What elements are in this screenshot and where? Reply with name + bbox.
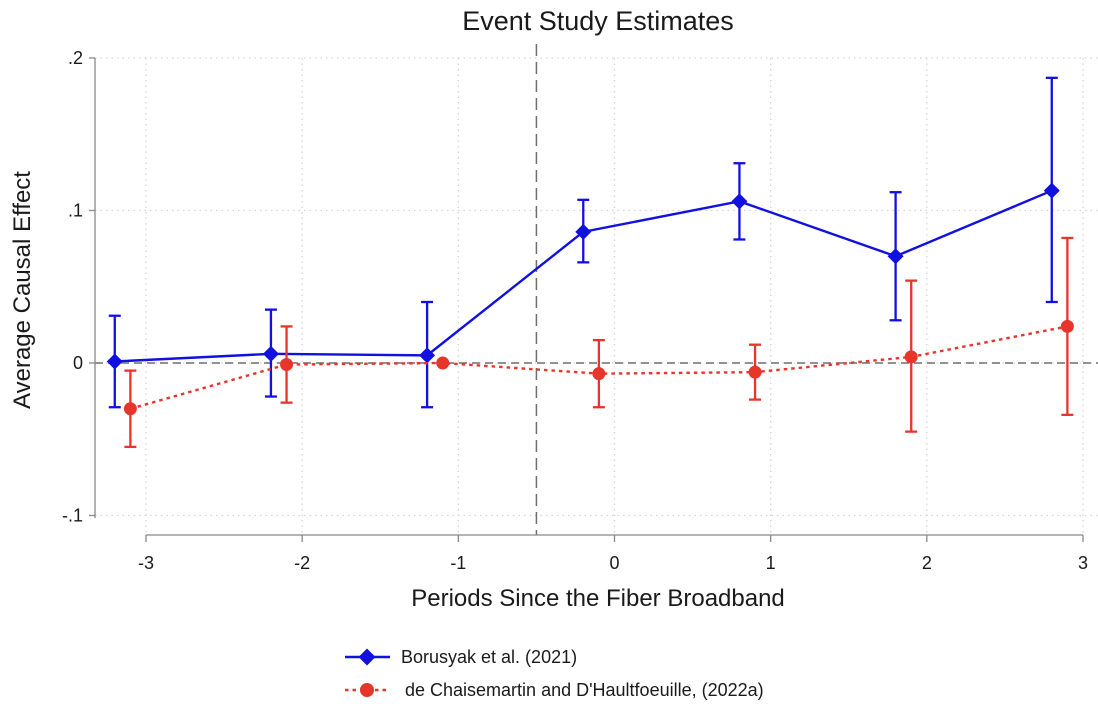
y-tick-label: 0 bbox=[73, 353, 83, 373]
y-tick-label: .1 bbox=[68, 201, 83, 221]
data-point bbox=[748, 365, 762, 379]
data-point bbox=[887, 248, 904, 265]
axes: -.1 0 .1 .2 -3 -2 -1 0 1 2 3 bbox=[62, 48, 1088, 573]
data-point bbox=[419, 347, 436, 364]
data-point bbox=[123, 402, 137, 416]
chart-title: Event Study Estimates bbox=[462, 6, 734, 36]
x-tick-label: 3 bbox=[1078, 553, 1088, 573]
x-tick-label: -3 bbox=[138, 553, 154, 573]
data-point bbox=[575, 223, 592, 240]
x-tick-label: 1 bbox=[766, 553, 776, 573]
data-point bbox=[280, 358, 294, 372]
x-tick-label: -1 bbox=[450, 553, 466, 573]
y-axis-title: Average Causal Effect bbox=[9, 171, 36, 409]
data-point bbox=[1060, 319, 1074, 333]
series-2 bbox=[123, 236, 1074, 449]
data-point bbox=[106, 353, 123, 370]
x-tick-label: -2 bbox=[294, 553, 310, 573]
data-point bbox=[731, 193, 748, 210]
legend-swatch-marker bbox=[358, 648, 376, 666]
x-tick-label: 0 bbox=[609, 553, 619, 573]
x-axis-title: Periods Since the Fiber Broadband bbox=[411, 585, 785, 612]
data-point bbox=[592, 367, 606, 381]
data-point bbox=[436, 356, 450, 370]
y-tick-label: -.1 bbox=[62, 506, 83, 526]
legend-swatch-marker bbox=[360, 683, 374, 697]
legend-item-2: de Chaisemartin and D'Haultfoeuille, (20… bbox=[345, 680, 764, 700]
reference-lines bbox=[95, 44, 1098, 535]
data-point bbox=[1043, 182, 1060, 199]
legend-label: de Chaisemartin and D'Haultfoeuille, (20… bbox=[405, 680, 764, 700]
y-tick-label: .2 bbox=[68, 48, 83, 68]
series-group bbox=[106, 76, 1074, 449]
data-point bbox=[904, 350, 918, 364]
legend-label: Borusyak et al. (2021) bbox=[401, 647, 577, 667]
legend-item-1: Borusyak et al. (2021) bbox=[345, 647, 577, 667]
legend: Borusyak et al. (2021) de Chaisemartin an… bbox=[345, 647, 764, 700]
x-tick-label: 2 bbox=[922, 553, 932, 573]
data-point bbox=[262, 345, 279, 362]
series-1 bbox=[106, 76, 1060, 409]
